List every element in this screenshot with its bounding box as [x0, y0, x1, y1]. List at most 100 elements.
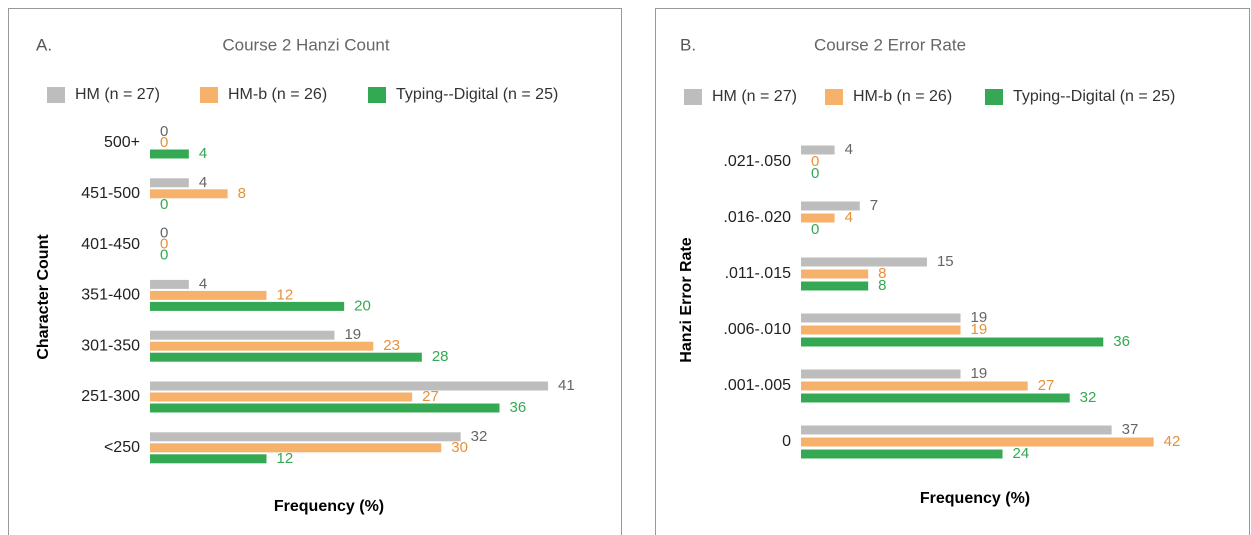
bar — [801, 313, 961, 323]
data-label: 24 — [1013, 445, 1030, 462]
bar — [801, 393, 1070, 403]
data-label: 0 — [160, 123, 168, 140]
data-label: 23 — [383, 337, 400, 354]
y-axis-label: Character Count — [35, 234, 52, 360]
data-label: 4 — [199, 145, 207, 162]
data-label: 8 — [878, 277, 886, 294]
bar — [150, 330, 335, 340]
data-label: 32 — [471, 428, 488, 445]
legend-swatch — [985, 89, 1003, 105]
bar — [801, 213, 835, 223]
data-label: 19 — [971, 309, 988, 326]
bar — [150, 443, 442, 453]
y-tick-label: <250 — [104, 439, 140, 456]
legend-swatch — [47, 87, 65, 103]
data-label: 32 — [1080, 389, 1097, 406]
legend-label: Typing--Digital (n = 25) — [396, 86, 558, 103]
data-label: 28 — [432, 348, 449, 365]
legend-swatch — [684, 89, 702, 105]
bar — [150, 279, 189, 289]
bar — [801, 269, 869, 279]
bar — [801, 257, 927, 267]
data-label: 15 — [937, 253, 954, 270]
legend-label: Typing--Digital (n = 25) — [1013, 88, 1175, 105]
data-label: 36 — [1113, 333, 1130, 350]
y-tick-label: .001-.005 — [723, 377, 791, 394]
bar — [801, 449, 1003, 459]
data-label: 19 — [971, 321, 988, 338]
y-tick-label: .011-.015 — [725, 265, 792, 282]
bar — [150, 189, 228, 199]
y-tick-label: .016-.020 — [723, 209, 791, 226]
data-label: 4 — [199, 174, 207, 191]
data-label: 27 — [1038, 377, 1055, 394]
bar — [801, 145, 835, 155]
data-label: 0 — [811, 221, 819, 238]
panel-frame — [8, 8, 622, 535]
legend-swatch — [825, 89, 843, 105]
x-axis-label: Frequency (%) — [920, 490, 1030, 507]
data-label: 4 — [845, 209, 853, 226]
bar — [150, 392, 413, 402]
y-tick-label: 401-450 — [81, 236, 140, 253]
bar — [150, 301, 345, 311]
bar — [801, 337, 1104, 347]
data-label: 42 — [1164, 433, 1181, 450]
panel-frame — [655, 8, 1250, 535]
bar — [150, 178, 189, 188]
data-label: 0 — [160, 134, 168, 151]
data-label: 19 — [344, 326, 361, 343]
data-label: 30 — [451, 439, 468, 456]
bar — [801, 281, 869, 291]
data-label: 20 — [354, 297, 371, 314]
chart-title: Course 2 Hanzi Count — [222, 35, 390, 54]
bar — [801, 201, 860, 211]
legend-label: HM (n = 27) — [712, 88, 797, 105]
bar — [801, 325, 961, 335]
panel-label: A. — [36, 35, 52, 54]
data-label: 4 — [199, 275, 207, 292]
y-tick-label: .006-.010 — [723, 321, 791, 338]
data-label: 0 — [811, 153, 819, 170]
y-axis-label: Hanzi Error Rate — [678, 237, 695, 362]
data-label: 0 — [811, 165, 819, 182]
y-tick-label: 0 — [782, 433, 791, 450]
data-label: 8 — [878, 265, 886, 282]
chart-title: Course 2 Error Rate — [814, 35, 966, 54]
data-label: 12 — [277, 450, 294, 467]
data-label: 0 — [160, 196, 168, 213]
data-label: 12 — [277, 286, 294, 303]
x-axis-label: Frequency (%) — [274, 498, 384, 515]
legend-label: HM-b (n = 26) — [228, 86, 327, 103]
y-tick-label: 301-350 — [81, 337, 140, 354]
legend-swatch — [368, 87, 386, 103]
bar — [801, 381, 1028, 391]
data-label: 19 — [971, 365, 988, 382]
legend-label: HM (n = 27) — [75, 86, 160, 103]
data-label: 41 — [558, 377, 575, 394]
bar — [801, 425, 1112, 435]
data-label: 0 — [160, 247, 168, 264]
data-label: 4 — [845, 141, 853, 158]
bar — [150, 432, 461, 442]
data-label: 36 — [510, 399, 527, 416]
data-label: 0 — [160, 236, 168, 253]
bar — [150, 149, 189, 159]
legend-label: HM-b (n = 26) — [853, 88, 952, 105]
bar — [150, 454, 267, 464]
bar — [150, 290, 267, 300]
y-tick-label: 351-400 — [81, 287, 140, 304]
panel-label: B. — [680, 35, 696, 54]
y-tick-label: 251-300 — [81, 388, 140, 405]
y-tick-label: 451-500 — [81, 185, 140, 202]
bar — [150, 381, 549, 391]
bar — [801, 437, 1154, 447]
y-tick-label: 500+ — [104, 134, 140, 151]
bar — [801, 369, 961, 379]
y-tick-label: .021-.050 — [723, 153, 791, 170]
bar — [150, 352, 422, 362]
data-label: 8 — [238, 185, 246, 202]
data-label: 7 — [870, 197, 878, 214]
legend-swatch — [200, 87, 218, 103]
